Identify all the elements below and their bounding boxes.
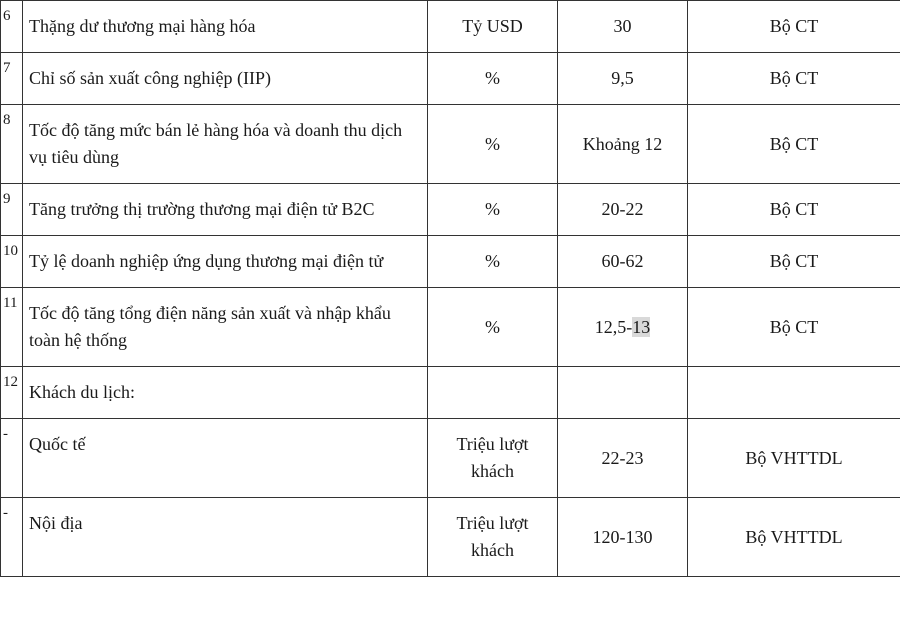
cell-value: 60-62 bbox=[558, 236, 688, 288]
cell-unit bbox=[428, 367, 558, 419]
cell-unit: % bbox=[428, 105, 558, 184]
cell-desc: Tốc độ tăng mức bán lẻ hàng hóa và doanh… bbox=[23, 105, 428, 184]
cell-source: Bộ VHTTDL bbox=[688, 419, 900, 498]
table-row: 9 Tăng trưởng thị trường thương mại điện… bbox=[1, 184, 900, 236]
table-row: 7 Chỉ số sản xuất công nghiệp (IIP) % 9,… bbox=[1, 53, 900, 105]
cell-source: Bộ CT bbox=[688, 288, 900, 367]
cell-value: 22-23 bbox=[558, 419, 688, 498]
table-row: 6 Thặng dư thương mại hàng hóa Tỷ USD 30… bbox=[1, 1, 900, 53]
cell-source: Bộ CT bbox=[688, 53, 900, 105]
cell-source: Bộ CT bbox=[688, 236, 900, 288]
cell-source: Bộ CT bbox=[688, 184, 900, 236]
cell-desc: Thặng dư thương mại hàng hóa bbox=[23, 1, 428, 53]
table-row: 12 Khách du lịch: bbox=[1, 367, 900, 419]
cell-source: Bộ CT bbox=[688, 1, 900, 53]
cell-value: 120-130 bbox=[558, 498, 688, 577]
cell-value: 9,5 bbox=[558, 53, 688, 105]
cell-num: 6 bbox=[1, 1, 23, 53]
cell-source: Bộ VHTTDL bbox=[688, 498, 900, 577]
cell-source bbox=[688, 367, 900, 419]
cell-unit: Tỷ USD bbox=[428, 1, 558, 53]
cell-value: 30 bbox=[558, 1, 688, 53]
cell-num: 7 bbox=[1, 53, 23, 105]
cell-unit: % bbox=[428, 236, 558, 288]
table-row: 8 Tốc độ tăng mức bán lẻ hàng hóa và doa… bbox=[1, 105, 900, 184]
cell-value: 20-22 bbox=[558, 184, 688, 236]
cell-num: 9 bbox=[1, 184, 23, 236]
cell-desc: Quốc tế bbox=[23, 419, 428, 498]
cell-unit: % bbox=[428, 53, 558, 105]
cell-unit: % bbox=[428, 184, 558, 236]
cell-value bbox=[558, 367, 688, 419]
cell-num: 12 bbox=[1, 367, 23, 419]
cell-desc: Chỉ số sản xuất công nghiệp (IIP) bbox=[23, 53, 428, 105]
table-row: - Quốc tế Triệu lượt khách 22-23 Bộ VHTT… bbox=[1, 419, 900, 498]
cell-desc: Nội địa bbox=[23, 498, 428, 577]
cell-unit: % bbox=[428, 288, 558, 367]
cell-num: - bbox=[1, 419, 23, 498]
cell-num: - bbox=[1, 498, 23, 577]
table-row: - Nội địa Triệu lượt khách 120-130 Bộ VH… bbox=[1, 498, 900, 577]
table-body: 6 Thặng dư thương mại hàng hóa Tỷ USD 30… bbox=[1, 1, 900, 577]
value-highlight: 13 bbox=[632, 317, 650, 337]
table-row: 10 Tỷ lệ doanh nghiệp ứng dụng thương mạ… bbox=[1, 236, 900, 288]
cell-desc: Tăng trưởng thị trường thương mại điện t… bbox=[23, 184, 428, 236]
table-row: 11 Tốc độ tăng tổng điện năng sản xuất v… bbox=[1, 288, 900, 367]
cell-source: Bộ CT bbox=[688, 105, 900, 184]
cell-value: Khoảng 12 bbox=[558, 105, 688, 184]
cell-unit: Triệu lượt khách bbox=[428, 498, 558, 577]
data-table: 6 Thặng dư thương mại hàng hóa Tỷ USD 30… bbox=[0, 0, 900, 577]
cell-desc: Khách du lịch: bbox=[23, 367, 428, 419]
cell-num: 11 bbox=[1, 288, 23, 367]
cell-unit: Triệu lượt khách bbox=[428, 419, 558, 498]
cell-num: 8 bbox=[1, 105, 23, 184]
cell-desc: Tốc độ tăng tổng điện năng sản xuất và n… bbox=[23, 288, 428, 367]
cell-desc: Tỷ lệ doanh nghiệp ứng dụng thương mại đ… bbox=[23, 236, 428, 288]
cell-num: 10 bbox=[1, 236, 23, 288]
value-prefix: 12,5- bbox=[595, 317, 633, 337]
cell-value: 12,5-13 bbox=[558, 288, 688, 367]
